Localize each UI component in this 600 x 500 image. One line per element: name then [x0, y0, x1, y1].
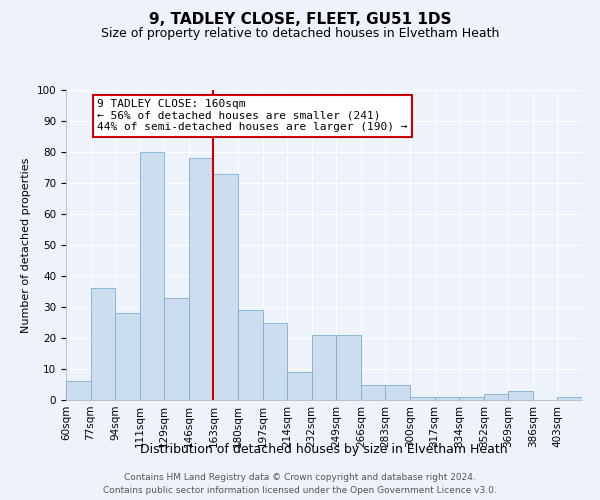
Y-axis label: Number of detached properties: Number of detached properties [21, 158, 31, 332]
Bar [66, 382, 91, 400]
Bar [410, 397, 434, 400]
Bar [508, 390, 533, 400]
Text: Contains HM Land Registry data © Crown copyright and database right 2024.
Contai: Contains HM Land Registry data © Crown c… [103, 474, 497, 495]
Bar [238, 310, 263, 400]
Bar [140, 152, 164, 400]
Bar [115, 313, 140, 400]
Bar [91, 288, 115, 400]
Bar [312, 335, 336, 400]
Text: 9, TADLEY CLOSE, FLEET, GU51 1DS: 9, TADLEY CLOSE, FLEET, GU51 1DS [149, 12, 451, 28]
Bar [336, 335, 361, 400]
Bar [459, 397, 484, 400]
Bar [287, 372, 312, 400]
Bar [214, 174, 238, 400]
Text: Distribution of detached houses by size in Elvetham Heath: Distribution of detached houses by size … [140, 442, 508, 456]
Bar [434, 397, 459, 400]
Bar [557, 397, 582, 400]
Bar [164, 298, 189, 400]
Text: Size of property relative to detached houses in Elvetham Heath: Size of property relative to detached ho… [101, 28, 499, 40]
Bar [385, 384, 410, 400]
Bar [263, 322, 287, 400]
Bar [484, 394, 508, 400]
Text: 9 TADLEY CLOSE: 160sqm
← 56% of detached houses are smaller (241)
44% of semi-de: 9 TADLEY CLOSE: 160sqm ← 56% of detached… [97, 100, 407, 132]
Bar [361, 384, 385, 400]
Bar [189, 158, 214, 400]
